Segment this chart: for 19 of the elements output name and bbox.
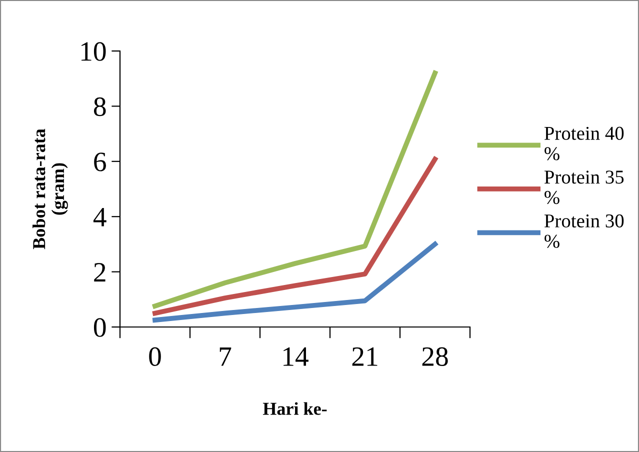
y-tick-label: 10 [81, 42, 106, 61]
y-tick-label: 4 [93, 208, 106, 226]
x-tick-label: 28 [422, 347, 448, 366]
legend-label: Protein 30 % [544, 214, 624, 248]
y-tick-label: 0 [94, 318, 106, 337]
x-tick-label: 7 [220, 348, 232, 366]
y-axis-title: Bobot rata-rata (gram) [32, 128, 68, 250]
x-tick-label: 21 [352, 347, 378, 366]
x-tick-label: 0 [149, 347, 161, 366]
line-series [152, 156, 438, 316]
legend-label: Protein 40 % [544, 126, 624, 160]
y-tick-label: 2 [94, 263, 106, 282]
x-tick-label: 14 [284, 347, 308, 366]
y-tick-label: 8 [94, 97, 106, 116]
line-series [152, 70, 438, 308]
y-tick-label: 6 [94, 152, 106, 172]
line-series [152, 242, 438, 323]
x-axis-title: Hari ke- [262, 402, 327, 415]
legend-label: Protein 35 % [544, 170, 624, 204]
